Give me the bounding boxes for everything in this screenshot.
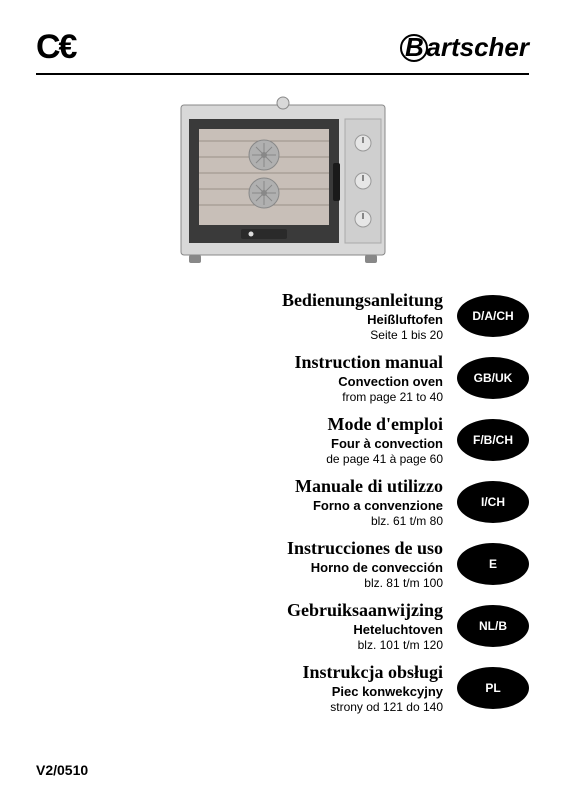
- lang-pages: strony od 121 do 140: [302, 700, 443, 714]
- lang-row-de: Bedienungsanleitung Heißluftofen Seite 1…: [36, 290, 529, 342]
- lang-title: Instruction manual: [294, 352, 443, 373]
- lang-badge: PL: [457, 667, 529, 709]
- lang-sub: Heteluchtoven: [287, 622, 443, 637]
- lang-sub: Heißluftofen: [282, 312, 443, 327]
- lang-text: Bedienungsanleitung Heißluftofen Seite 1…: [282, 290, 443, 342]
- lang-text: Gebruiksaanwijzing Heteluchtoven blz. 10…: [287, 600, 443, 652]
- lang-pages: Seite 1 bis 20: [282, 328, 443, 342]
- lang-text: Mode d'emploi Four à convection de page …: [326, 414, 443, 466]
- lang-badge: GB/UK: [457, 357, 529, 399]
- lang-sub: Horno de convección: [287, 560, 443, 575]
- brand-logo: Bartscher: [400, 32, 529, 63]
- lang-title: Bedienungsanleitung: [282, 290, 443, 311]
- lang-pages: blz. 61 t/m 80: [295, 514, 443, 528]
- lang-text: Instruction manual Convection oven from …: [294, 352, 443, 404]
- ce-mark: C€: [36, 28, 75, 67]
- lang-pages: blz. 81 t/m 100: [287, 576, 443, 590]
- lang-text: Instrucciones de uso Horno de convección…: [287, 538, 443, 590]
- lang-row-it: Manuale di utilizzo Forno a convenzione …: [36, 476, 529, 528]
- lang-badge: I/CH: [457, 481, 529, 523]
- lang-title: Instrucciones de uso: [287, 538, 443, 559]
- lang-sub: Piec konwekcyjny: [302, 684, 443, 699]
- brand-text: artscher: [426, 32, 529, 62]
- lang-badge: D/A/CH: [457, 295, 529, 337]
- lang-badge: NL/B: [457, 605, 529, 647]
- lang-pages: de page 41 à page 60: [326, 452, 443, 466]
- lang-title: Instrukcja obsługi: [302, 662, 443, 683]
- version-label: V2/0510: [36, 762, 88, 778]
- lang-text: Instrukcja obsługi Piec konwekcyjny stro…: [302, 662, 443, 714]
- lang-sub: Forno a convenzione: [295, 498, 443, 513]
- lang-text: Manuale di utilizzo Forno a convenzione …: [295, 476, 443, 528]
- lang-title: Manuale di utilizzo: [295, 476, 443, 497]
- lang-row-en: Instruction manual Convection oven from …: [36, 352, 529, 404]
- header: C€ Bartscher: [36, 28, 529, 75]
- lang-pages: from page 21 to 40: [294, 390, 443, 404]
- lang-sub: Convection oven: [294, 374, 443, 389]
- lang-row-es: Instrucciones de uso Horno de convección…: [36, 538, 529, 590]
- lang-title: Mode d'emploi: [326, 414, 443, 435]
- brand-b-circle: B: [400, 34, 428, 62]
- lang-pages: blz. 101 t/m 120: [287, 638, 443, 652]
- lang-badge: F/B/CH: [457, 419, 529, 461]
- lang-row-fr: Mode d'emploi Four à convection de page …: [36, 414, 529, 466]
- product-image: [173, 93, 393, 268]
- lang-badge: E: [457, 543, 529, 585]
- lang-row-nl: Gebruiksaanwijzing Heteluchtoven blz. 10…: [36, 600, 529, 652]
- lang-row-pl: Instrukcja obsługi Piec konwekcyjny stro…: [36, 662, 529, 714]
- lang-title: Gebruiksaanwijzing: [287, 600, 443, 621]
- lang-sub: Four à convection: [326, 436, 443, 451]
- language-list: Bedienungsanleitung Heißluftofen Seite 1…: [36, 290, 529, 714]
